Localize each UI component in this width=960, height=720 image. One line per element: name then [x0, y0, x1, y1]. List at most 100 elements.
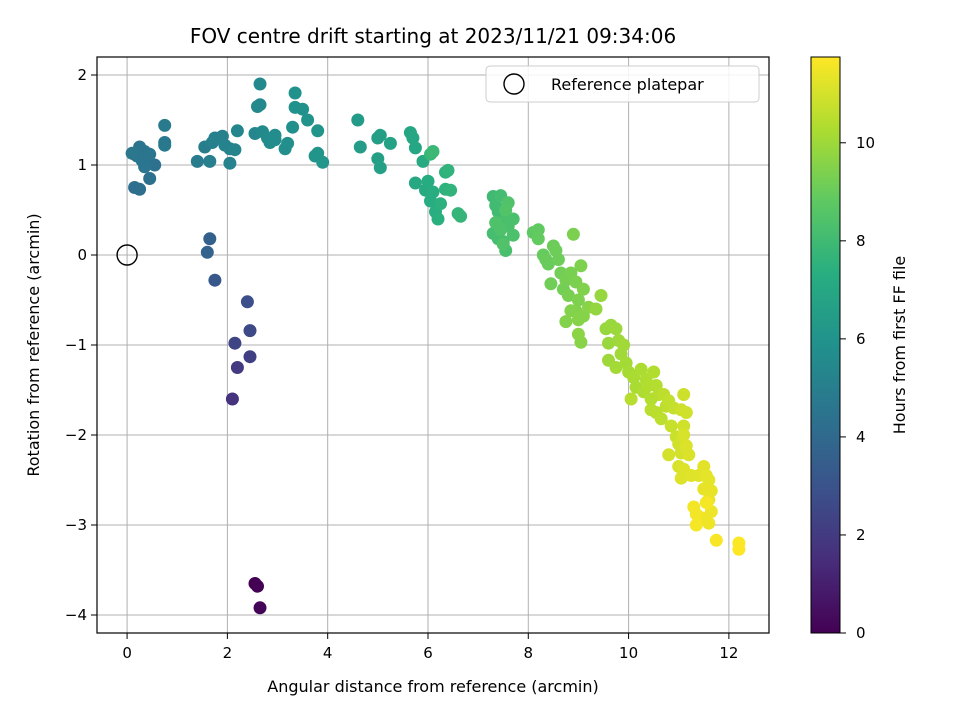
- data-point: [602, 336, 615, 350]
- data-point: [311, 124, 325, 138]
- data-point: [732, 542, 746, 556]
- legend: Reference platepar: [485, 65, 760, 103]
- colorbar-tick-label: 10: [856, 134, 875, 152]
- data-point: [243, 350, 257, 364]
- data-point: [230, 361, 244, 374]
- data-point: [253, 601, 267, 615]
- data-point: [200, 245, 214, 259]
- data-point: [251, 579, 264, 593]
- y-tick-label: 0: [77, 246, 87, 264]
- data-point: [158, 138, 172, 152]
- data-point: [286, 120, 300, 134]
- data-point: [647, 365, 661, 379]
- data-point: [494, 223, 508, 237]
- data-point: [383, 136, 397, 150]
- data-point: [208, 273, 222, 287]
- x-axis-ticks: 0 2 4 6 8 10 12: [122, 633, 738, 662]
- data-point: [408, 141, 422, 155]
- data-point: [406, 131, 420, 145]
- data-point: [617, 338, 631, 352]
- data-point: [143, 147, 157, 161]
- data-point: [353, 140, 367, 154]
- data-point: [624, 392, 638, 406]
- colorbar-ticks: 0 2 4 6 8 10: [840, 134, 875, 642]
- colorbar-tick-label: 8: [856, 232, 866, 250]
- data-point: [679, 406, 693, 419]
- data-point: [566, 227, 580, 241]
- data-point: [288, 86, 302, 100]
- data-point: [564, 304, 578, 318]
- data-point: [158, 118, 172, 132]
- y-tick-label: −4: [65, 606, 87, 624]
- data-point: [594, 289, 608, 302]
- y-tick-label: 2: [77, 66, 87, 84]
- data-point: [634, 362, 648, 376]
- x-tick-label: 12: [719, 644, 738, 662]
- data-point: [228, 143, 242, 157]
- data-point: [190, 154, 204, 168]
- data-point: [496, 237, 510, 251]
- data-point: [373, 161, 387, 175]
- data-point: [373, 128, 387, 142]
- data-point: [559, 315, 573, 329]
- data-point: [506, 212, 520, 226]
- colorbar-gradient: [810, 56, 841, 634]
- y-axis-ticks: −4 −3 −2 −1 0 1 2: [65, 66, 97, 624]
- data-point: [225, 392, 239, 406]
- data-point: [677, 428, 691, 442]
- x-tick-label: 4: [323, 644, 333, 662]
- data-point: [541, 257, 555, 271]
- data-point: [203, 154, 217, 168]
- colorbar-label: Hours from first FF file: [890, 256, 909, 435]
- data-point: [268, 128, 282, 142]
- data-point: [228, 336, 242, 350]
- data-point: [351, 113, 365, 127]
- data-point: [677, 419, 691, 433]
- data-point: [408, 176, 422, 190]
- data-point: [664, 419, 678, 433]
- y-tick-label: −2: [65, 426, 87, 444]
- data-point: [230, 124, 244, 138]
- x-axis-label: Angular distance from reference (arcmin): [267, 677, 598, 696]
- data-point: [281, 136, 295, 150]
- grid-lines: [97, 57, 769, 633]
- data-point: [574, 259, 588, 273]
- data-point: [544, 277, 558, 291]
- data-point: [441, 163, 455, 177]
- data-point: [431, 212, 445, 226]
- reference-marker: [116, 244, 138, 266]
- data-point: [301, 113, 315, 127]
- data-point: [571, 293, 585, 307]
- data-point: [687, 500, 701, 514]
- data-point: [426, 145, 440, 158]
- x-tick-label: 2: [223, 644, 233, 662]
- x-tick-label: 10: [619, 644, 638, 662]
- y-tick-label: −3: [65, 516, 87, 534]
- data-point: [454, 209, 468, 223]
- chart-title: FOV centre drift starting at 2023/11/21 …: [190, 24, 676, 48]
- legend-entry-reference: Reference platepar: [551, 75, 704, 94]
- data-point: [499, 203, 513, 217]
- data-point: [677, 388, 691, 401]
- data-point: [531, 223, 545, 237]
- colorbar-tick-label: 6: [856, 330, 866, 348]
- data-point: [506, 228, 520, 242]
- data-point: [444, 183, 458, 197]
- data-point: [143, 172, 157, 185]
- data-point: [243, 324, 257, 338]
- data-point: [421, 174, 435, 188]
- data-point: [662, 448, 676, 462]
- data-point: [689, 518, 703, 532]
- data-point: [589, 302, 603, 316]
- data-point: [296, 102, 310, 116]
- data-point: [316, 155, 330, 169]
- colorbar: 0 2 4 6 8 10 Hours from first FF file: [810, 56, 909, 642]
- data-points: [125, 77, 746, 615]
- colorbar-tick-label: 4: [856, 428, 866, 446]
- data-point: [571, 327, 585, 341]
- data-point: [240, 295, 254, 309]
- x-tick-label: 0: [122, 644, 132, 662]
- y-tick-label: −1: [65, 336, 87, 354]
- colorbar-tick-label: 0: [856, 624, 866, 642]
